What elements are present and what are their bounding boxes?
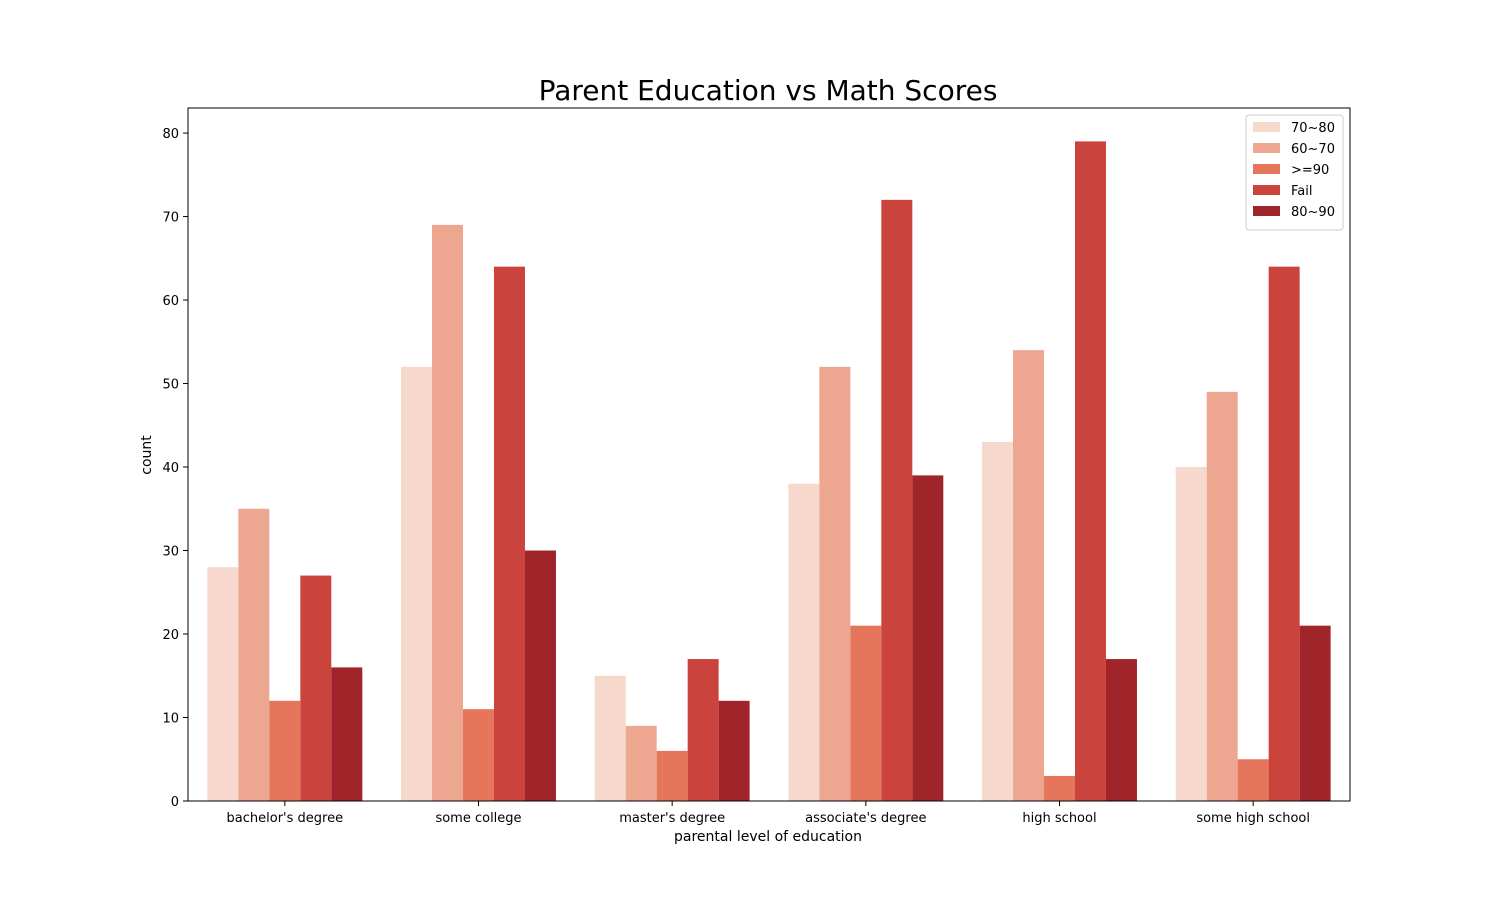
- legend-swatch: [1253, 122, 1280, 132]
- bar-80~90-associate's degree: [912, 475, 944, 801]
- y-tick-label: 30: [162, 545, 179, 560]
- y-tick-label: 60: [162, 294, 179, 309]
- bar-80~90-bachelor's degree: [331, 667, 363, 801]
- bars: [207, 141, 1331, 801]
- legend-label: 70~80: [1291, 121, 1335, 136]
- bar-80~90-master's degree: [718, 700, 750, 801]
- bar-70~80-bachelor's degree: [207, 567, 239, 801]
- legend-label: 80~90: [1291, 205, 1335, 220]
- bar->=90-master's degree: [656, 750, 688, 801]
- plot-frame: [187, 107, 1351, 802]
- x-axis-label: parental level of education: [674, 829, 862, 845]
- bar->=90-some high school: [1237, 759, 1269, 801]
- y-tick-label: 10: [162, 712, 179, 727]
- x-tick-label: bachelor's degree: [227, 811, 344, 826]
- bar-Fail-high school: [1074, 141, 1106, 801]
- bar-Fail-some college: [493, 266, 525, 801]
- y-axis: 0 10 20 30 40 50 60 70 80: [162, 127, 188, 810]
- bar->=90-high school: [1044, 775, 1075, 801]
- y-tick-label: 20: [162, 628, 179, 643]
- legend-label: >=90: [1291, 163, 1329, 178]
- x-tick-label: high school: [1022, 811, 1096, 826]
- bar-Fail-some high school: [1268, 266, 1300, 801]
- legend-swatch: [1253, 164, 1280, 174]
- bar-Fail-bachelor's degree: [300, 575, 332, 801]
- bar-80~90-high school: [1105, 659, 1137, 801]
- y-axis-label: count: [139, 435, 155, 475]
- y-tick-label: 70: [162, 211, 179, 226]
- y-tick-label: 40: [162, 461, 179, 476]
- bar-70~80-master's degree: [594, 675, 626, 801]
- bar->=90-associate's degree: [850, 625, 882, 801]
- x-tick-label: some high school: [1196, 811, 1310, 826]
- bar-60~70-some college: [432, 224, 464, 801]
- bar-70~80-some high school: [1175, 467, 1207, 801]
- bar-60~70-master's degree: [625, 725, 657, 801]
- bar-Fail-master's degree: [687, 659, 719, 801]
- bar-60~70-associate's degree: [819, 366, 851, 801]
- bar-60~70-some high school: [1206, 391, 1238, 801]
- legend-label: Fail: [1291, 184, 1312, 199]
- y-tick-label: 80: [162, 127, 179, 142]
- bar-70~80-associate's degree: [788, 483, 820, 801]
- bar-60~70-high school: [1013, 350, 1045, 801]
- legend-label: 60~70: [1291, 142, 1335, 157]
- legend-swatch: [1253, 206, 1280, 216]
- x-tick-label: associate's degree: [805, 811, 926, 826]
- x-axis: bachelor's degree some college master's de…: [227, 801, 1310, 826]
- bar-60~70-bachelor's degree: [238, 508, 270, 801]
- legend-swatch: [1253, 185, 1280, 195]
- x-tick-label: master's degree: [619, 811, 725, 826]
- legend: 70~80 60~70 >=90 Fail 80~90: [1245, 114, 1344, 231]
- y-tick-label: 0: [171, 795, 179, 810]
- bar-70~80-some college: [401, 366, 433, 801]
- bar-Fail-associate's degree: [881, 199, 913, 801]
- bar-70~80-high school: [982, 441, 1014, 801]
- chart-title: Parent Education vs Math Scores: [539, 74, 998, 107]
- y-tick-label: 50: [162, 378, 179, 393]
- bar->=90-some college: [463, 709, 494, 801]
- x-tick-label: some college: [435, 811, 521, 826]
- bar-80~90-some college: [524, 550, 556, 801]
- bar-80~90-some high school: [1299, 625, 1331, 801]
- bar->=90-bachelor's degree: [269, 700, 301, 801]
- legend-swatch: [1253, 143, 1280, 153]
